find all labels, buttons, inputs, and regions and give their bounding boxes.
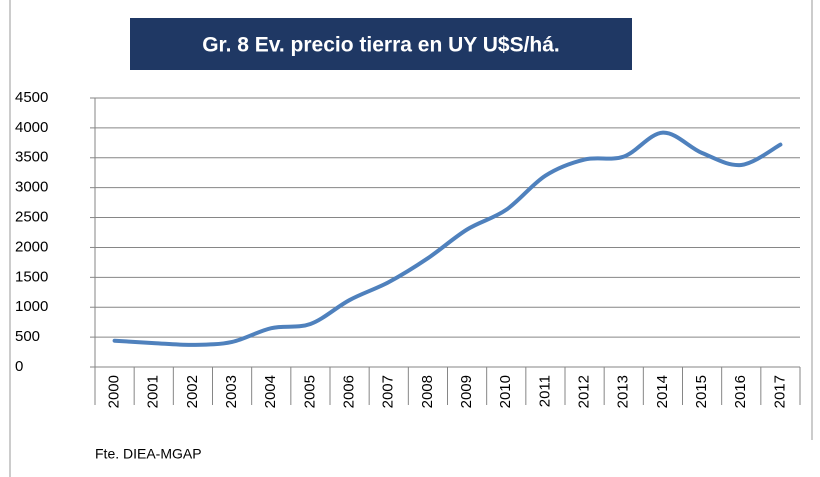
y-tick-label: 3500 — [15, 149, 48, 166]
x-tick-label: 2017 — [771, 375, 788, 408]
y-tick-label: 2000 — [15, 238, 48, 255]
y-tick-label: 500 — [15, 328, 40, 345]
x-tick-label: 2015 — [693, 375, 710, 408]
x-tick-label: 2000 — [106, 375, 123, 408]
y-tick-label: 2500 — [15, 209, 48, 226]
y-tick-label: 4000 — [15, 119, 48, 136]
y-tick-label: 1500 — [15, 268, 48, 285]
y-tick-label: 1000 — [15, 298, 48, 315]
x-tick-label: 2007 — [380, 375, 397, 408]
y-tick-label: 4500 — [15, 89, 48, 106]
x-tick-label: 2013 — [615, 375, 632, 408]
x-tick-label: 2009 — [458, 375, 475, 408]
x-tick-label: 2012 — [576, 375, 593, 408]
y-tick-label: 3000 — [15, 179, 48, 196]
x-tick-label: 2008 — [419, 375, 436, 408]
x-tick-label: 2001 — [145, 375, 162, 408]
source-note: Fte. DIEA-MGAP — [95, 446, 202, 462]
x-tick-label: 2002 — [184, 375, 201, 408]
title-box — [130, 18, 632, 70]
y-tick-label: 0 — [15, 358, 23, 375]
x-tick-label: 2004 — [262, 375, 279, 408]
x-tick-label: 2003 — [223, 375, 240, 408]
chart-title: Gr. 8 Ev. precio tierra en UY U$S/há. — [202, 34, 560, 57]
x-tick-label: 2006 — [341, 375, 358, 408]
line-series — [112, 130, 783, 347]
x-tick-label: 2010 — [497, 375, 514, 408]
x-tick-label: 2016 — [732, 375, 749, 408]
x-tick-label: 2011 — [536, 375, 553, 407]
x-tick-label: 2005 — [301, 375, 318, 408]
x-tick-label: 2014 — [654, 375, 671, 408]
